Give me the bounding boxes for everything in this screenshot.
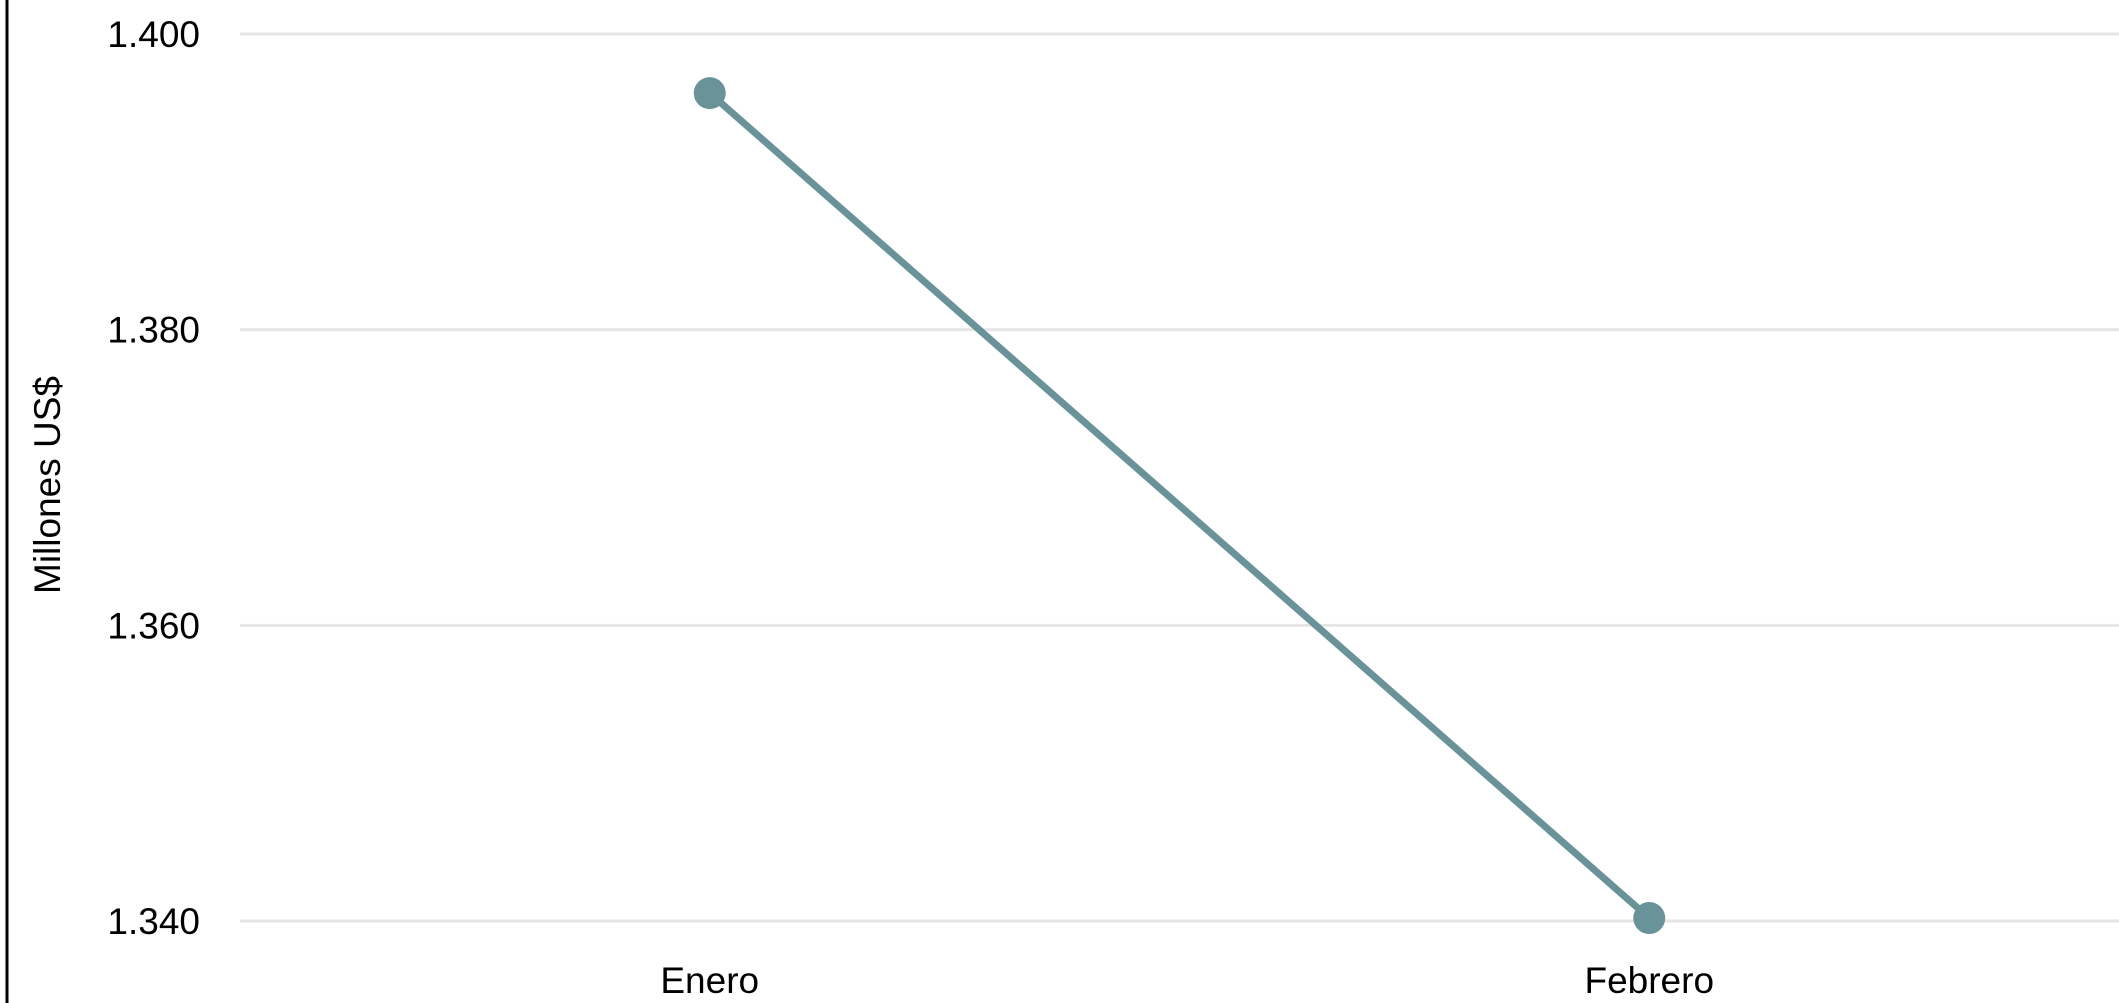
- series-group: [693, 77, 1666, 935]
- x-tick-label: Febrero: [1584, 960, 1714, 1001]
- y-tick-label: 1.340: [107, 901, 200, 942]
- y-axis-title: Millones US$: [27, 376, 68, 594]
- data-point: [1633, 902, 1666, 935]
- y-tick-label: 1.360: [107, 605, 200, 646]
- series-line: [706, 89, 1653, 922]
- y-tick-label: 1.400: [107, 14, 200, 55]
- y-tick-labels: 1.340 1.360 1.380 1.400: [107, 14, 200, 942]
- gridlines: [240, 32, 2119, 923]
- x-tick-label: Enero: [660, 960, 759, 1001]
- y-tick-label: 1.380: [107, 310, 200, 351]
- x-tick-labels: Enero Febrero: [660, 960, 1714, 1001]
- data-point: [693, 77, 726, 110]
